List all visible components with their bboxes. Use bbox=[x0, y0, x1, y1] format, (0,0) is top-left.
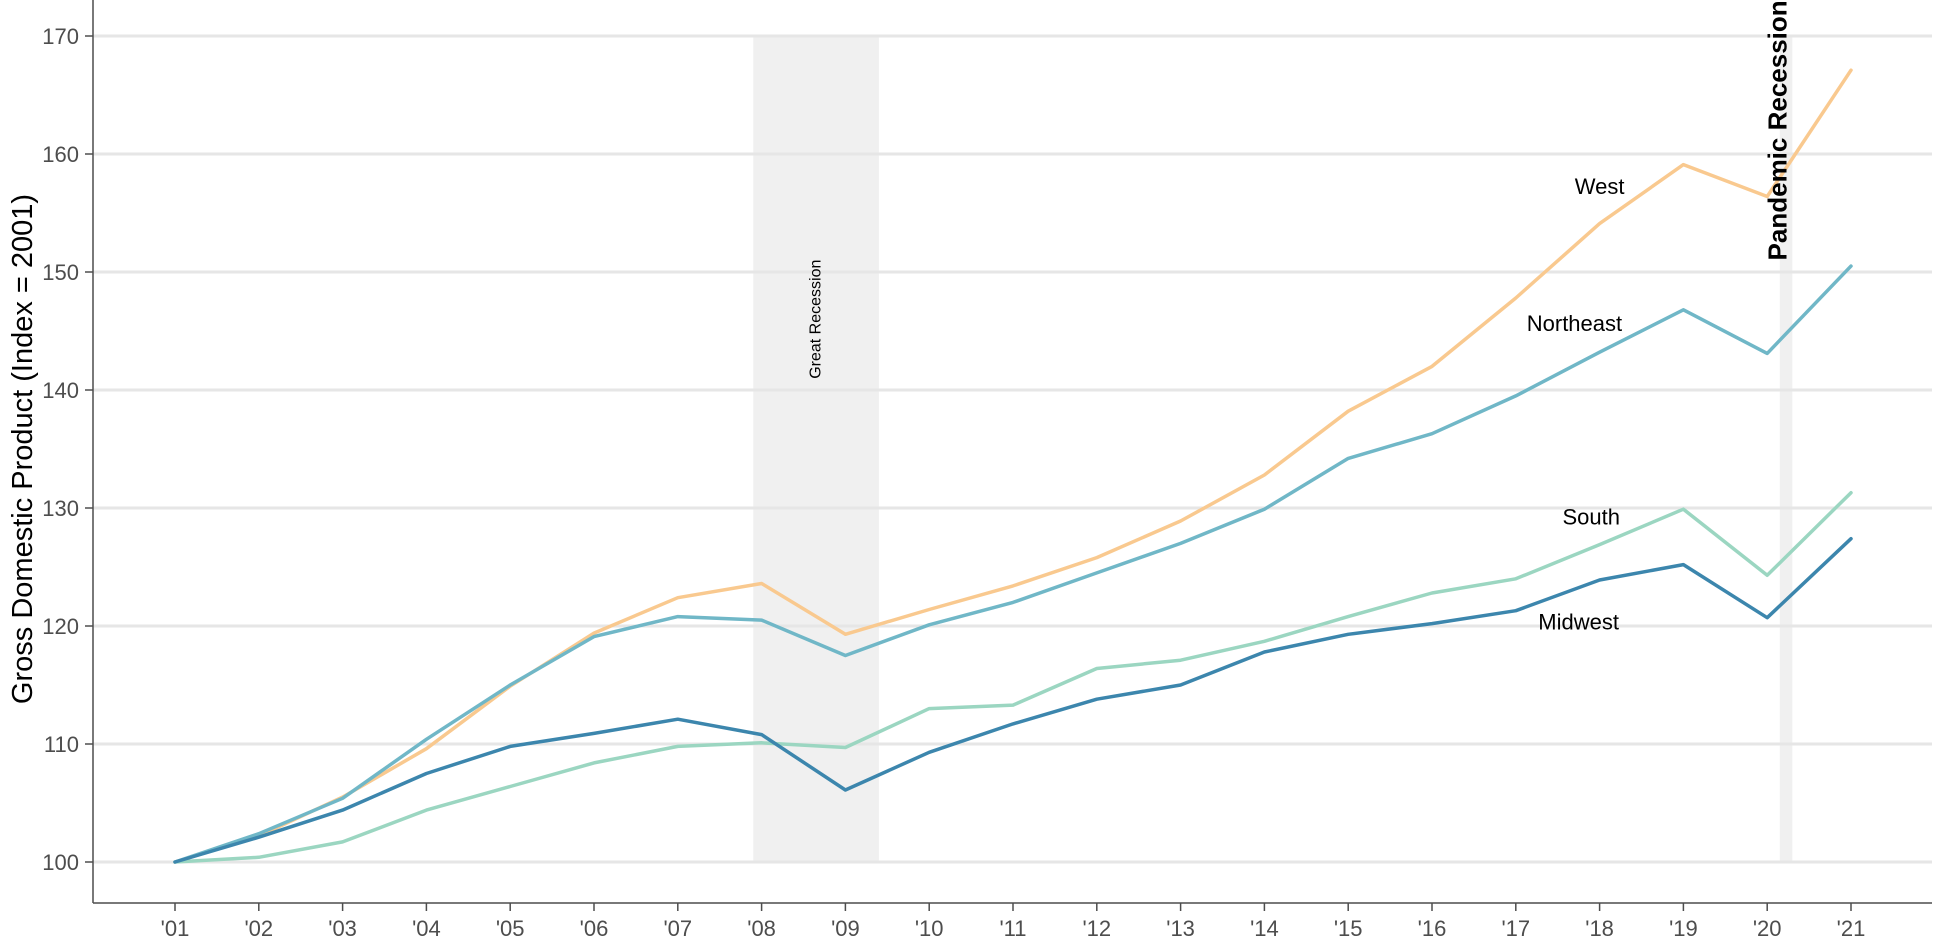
x-tick-label: '05 bbox=[496, 916, 525, 941]
recession-label-1: Pandemic Recession bbox=[1762, 0, 1792, 260]
y-tick-label: 120 bbox=[42, 614, 79, 639]
x-tick-label: '07 bbox=[663, 916, 692, 941]
x-tick-label: '02 bbox=[244, 916, 273, 941]
y-tick-label: 130 bbox=[42, 496, 79, 521]
series-label-northeast: Northeast bbox=[1527, 311, 1622, 336]
x-tick-label: '17 bbox=[1501, 916, 1530, 941]
x-tick-label: '14 bbox=[1250, 916, 1279, 941]
x-tick-label: '03 bbox=[328, 916, 357, 941]
series-line-northeast bbox=[173, 264, 1853, 864]
axes: 100 110 120 130 140 150 160 170 '01 '02 '03 '04 '05 '… bbox=[42, 0, 1932, 941]
x-tick-label: '19 bbox=[1669, 916, 1698, 941]
x-tick-label: '18 bbox=[1585, 916, 1614, 941]
x-tick-label: '20 bbox=[1753, 916, 1782, 941]
y-tick-label: 170 bbox=[42, 24, 79, 49]
series-label-south: South bbox=[1562, 504, 1620, 529]
y-axis-label: Gross Domestic Product (Index = 2001) bbox=[7, 194, 39, 704]
recession-band-1 bbox=[1779, 36, 1793, 862]
x-tick-label: '16 bbox=[1418, 916, 1447, 941]
series-lines bbox=[173, 68, 1853, 864]
x-tick-label: '11 bbox=[999, 916, 1026, 941]
x-tick-label: '21 bbox=[1837, 916, 1866, 941]
series-labels: West Northeast South Midwest bbox=[1527, 174, 1625, 634]
y-tick-label: 150 bbox=[42, 260, 79, 285]
recession-band-0 bbox=[753, 36, 879, 862]
x-tick-label: '01 bbox=[161, 916, 190, 941]
x-tick-label: '04 bbox=[412, 916, 441, 941]
y-tick-label: 140 bbox=[42, 378, 79, 403]
x-tick-label: '06 bbox=[580, 916, 609, 941]
series-label-midwest: Midwest bbox=[1538, 609, 1619, 634]
x-tick-label: '12 bbox=[1082, 916, 1111, 941]
x-tick-label: '13 bbox=[1166, 916, 1195, 941]
recession-label-0: Great Recession bbox=[807, 260, 824, 379]
x-tick-label: '08 bbox=[747, 916, 776, 941]
series-line-midwest bbox=[173, 536, 1853, 864]
x-tick-label: '09 bbox=[831, 916, 860, 941]
gridlines bbox=[93, 34, 1932, 864]
recession-bands bbox=[753, 36, 1793, 862]
y-tick-label: 110 bbox=[44, 732, 79, 757]
recession-labels: Great Recession Pandemic Recession bbox=[807, 0, 1792, 378]
y-tick-label: 160 bbox=[42, 142, 79, 167]
series-label-west: West bbox=[1575, 174, 1625, 199]
y-tick-label: 100 bbox=[42, 850, 79, 875]
x-tick-label: '10 bbox=[915, 916, 944, 941]
x-tick-label: '15 bbox=[1334, 916, 1363, 941]
series-line-west bbox=[173, 68, 1853, 864]
series-line-south bbox=[173, 490, 1853, 864]
